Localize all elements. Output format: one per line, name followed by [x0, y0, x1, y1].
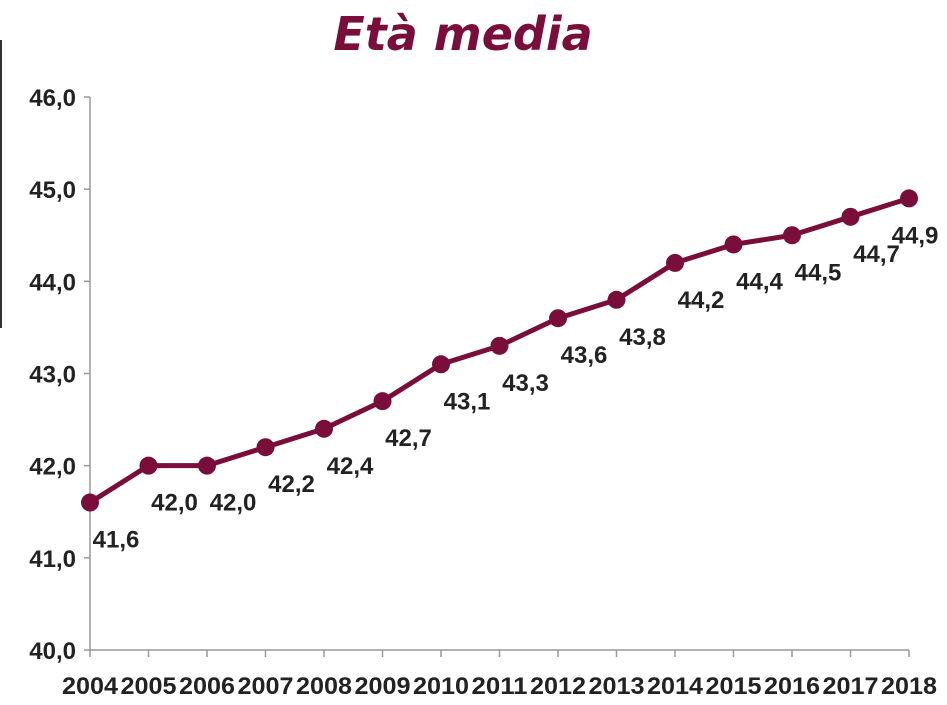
x-tick-label: 2007	[238, 673, 294, 700]
data-label: 42,4	[327, 453, 374, 480]
x-tick-label: 2006	[179, 673, 235, 700]
y-tick-label: 43,0	[29, 362, 76, 389]
data-point	[900, 189, 918, 208]
x-tick-label: 2015	[706, 673, 762, 700]
x-tick-label: 2014	[647, 673, 704, 700]
data-point	[432, 355, 450, 374]
data-point	[666, 253, 684, 272]
data-label: 44,5	[795, 259, 842, 286]
data-label: 43,3	[502, 370, 549, 397]
chart-title: Età media	[333, 7, 592, 61]
data-label: 44,7	[853, 241, 900, 268]
y-tick-label: 44,0	[29, 269, 76, 296]
y-tick-label: 42,0	[29, 454, 76, 481]
data-point	[841, 207, 860, 226]
data-label: 44,2	[678, 287, 725, 314]
x-tick-label: 2012	[530, 673, 586, 700]
y-tick-label: 45,0	[29, 177, 76, 204]
data-point	[549, 309, 567, 328]
data-point	[373, 392, 392, 411]
y-tick-label: 41,0	[29, 546, 76, 573]
data-labels: 41,6 42,0 42,0 42,2 42,4 42,7 43,1 43,3 43,6 43,8…	[93, 222, 939, 553]
x-tick-label: 2010	[413, 673, 469, 700]
data-point	[607, 290, 626, 309]
data-point	[490, 336, 509, 355]
x-tick-label: 2017	[823, 673, 879, 700]
data-label: 42,0	[151, 490, 198, 517]
data-point	[139, 456, 158, 475]
data-label: 42,2	[268, 471, 315, 498]
data-point	[256, 438, 275, 457]
x-tick-label: 2009	[355, 673, 411, 700]
y-tick-label: 40,0	[29, 638, 76, 665]
data-point	[81, 493, 99, 512]
data-point	[198, 456, 216, 475]
data-points	[81, 189, 918, 512]
data-label: 43,1	[444, 388, 491, 415]
x-tick-label: 2005	[121, 673, 177, 700]
left-edge-rule	[0, 40, 2, 328]
data-label: 42,0	[210, 490, 257, 517]
x-tick-label: 2011	[472, 673, 528, 700]
data-point	[783, 226, 801, 245]
data-label: 44,9	[892, 222, 939, 249]
data-label: 41,6	[93, 527, 140, 554]
axes: 40,0 41,0 42,0 43,0 44,0 45,0 46,0 2004 2005 2006…	[29, 85, 937, 700]
data-point	[724, 235, 743, 254]
data-point	[315, 419, 333, 438]
y-tick-label: 46,0	[29, 85, 76, 112]
data-label: 43,6	[561, 342, 608, 369]
data-label: 43,8	[619, 324, 666, 351]
data-label: 44,4	[736, 268, 783, 295]
x-tick-label: 2008	[296, 673, 352, 700]
data-label: 42,7	[385, 425, 432, 452]
x-tick-label: 2018	[881, 673, 937, 700]
x-tick-label: 2004	[62, 673, 119, 700]
x-tick-label: 2016	[764, 673, 820, 700]
x-tick-label: 2013	[589, 673, 645, 700]
